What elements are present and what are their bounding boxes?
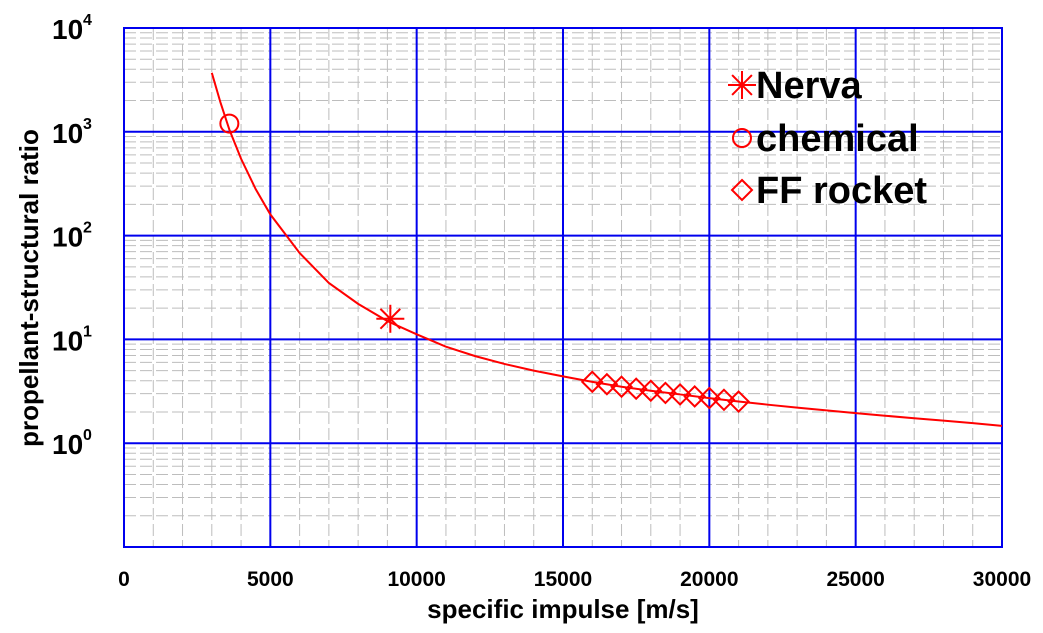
y-tick-exponent: 0 [83,427,92,444]
ff-rocket-point [668,383,692,406]
legend-label: FF rocket [756,170,927,212]
legend-marker [732,128,752,148]
diamond-shape [654,381,677,405]
y-tick-label: 10 4 [52,12,92,45]
x-tick-label: 5000 [247,568,294,591]
legend: Nerva chemical FF rocket [728,65,927,212]
ff-rocket-point [595,372,619,396]
y-axis-title: propellant-structural ratio [14,129,44,447]
diamond-shape [624,377,648,401]
x-tick-label: 25000 [826,568,884,591]
legend-label: chemical [756,118,919,160]
data-markers [219,113,751,413]
ff-rocket-point [712,388,736,412]
x-axis-title: specific impulse [m/s] [427,594,699,624]
x-tick-label: 20000 [680,568,738,591]
ff-rocket-point [683,385,707,408]
diamond-shape [580,370,604,394]
ff-rocket-point [697,386,721,410]
diamond-shape [712,388,736,412]
ff-rocket-point [580,370,604,394]
y-tick-label: 10 3 [52,116,92,149]
ff-rocket-point [654,381,677,405]
diamond-shape [697,386,721,410]
asterisk-stroke [379,308,401,330]
y-tick-base: 10 [52,325,83,356]
y-tick-exponent: 3 [83,116,92,133]
nerva-point [376,304,405,333]
x-tick-label: 15000 [534,568,592,591]
y-tick-label: 10 0 [52,427,92,460]
ff-rocket-point [639,379,663,403]
y-tick-label: 10 1 [52,323,92,356]
y-tick-base: 10 [52,118,83,149]
x-tick-label: 30000 [973,568,1031,591]
diamond-shape [639,379,663,403]
legend-label: Nerva [756,65,862,107]
diamond-shape [727,390,751,413]
plot-frame [123,27,1003,548]
y-tick-base: 10 [52,429,83,460]
legend-item: chemical [732,118,919,160]
diamond-shape [595,372,619,396]
ff-rocket-point [624,377,648,401]
legend-item: FF rocket [730,170,927,212]
diamond-shape [668,383,692,406]
x-tick-labels: 0 5000 10000 15000 20000 25000 30000 [118,568,1031,591]
ff-rocket-point [727,390,751,413]
circle-shape [732,128,752,148]
y-tick-base: 10 [52,222,83,253]
y-tick-base: 10 [52,14,83,45]
legend-marker [730,178,754,202]
chemical-point [219,113,240,134]
ff-rocket-point [610,375,633,399]
y-tick-label: 10 2 [52,220,92,253]
y-tick-exponent: 4 [83,12,92,29]
circle-shape [219,113,240,134]
fit-curve [210,72,1003,427]
diamond-shape [730,178,754,202]
diamond-shape [610,375,633,399]
x-tick-label: 10000 [387,568,445,591]
y-tick-exponent: 2 [83,220,92,237]
legend-marker [728,71,756,99]
diamond-shape [683,385,707,408]
asterisk-stroke [731,74,753,96]
x-tick-label: 0 [118,568,130,591]
y-tick-exponent: 1 [83,323,92,340]
legend-item: Nerva [728,65,862,107]
